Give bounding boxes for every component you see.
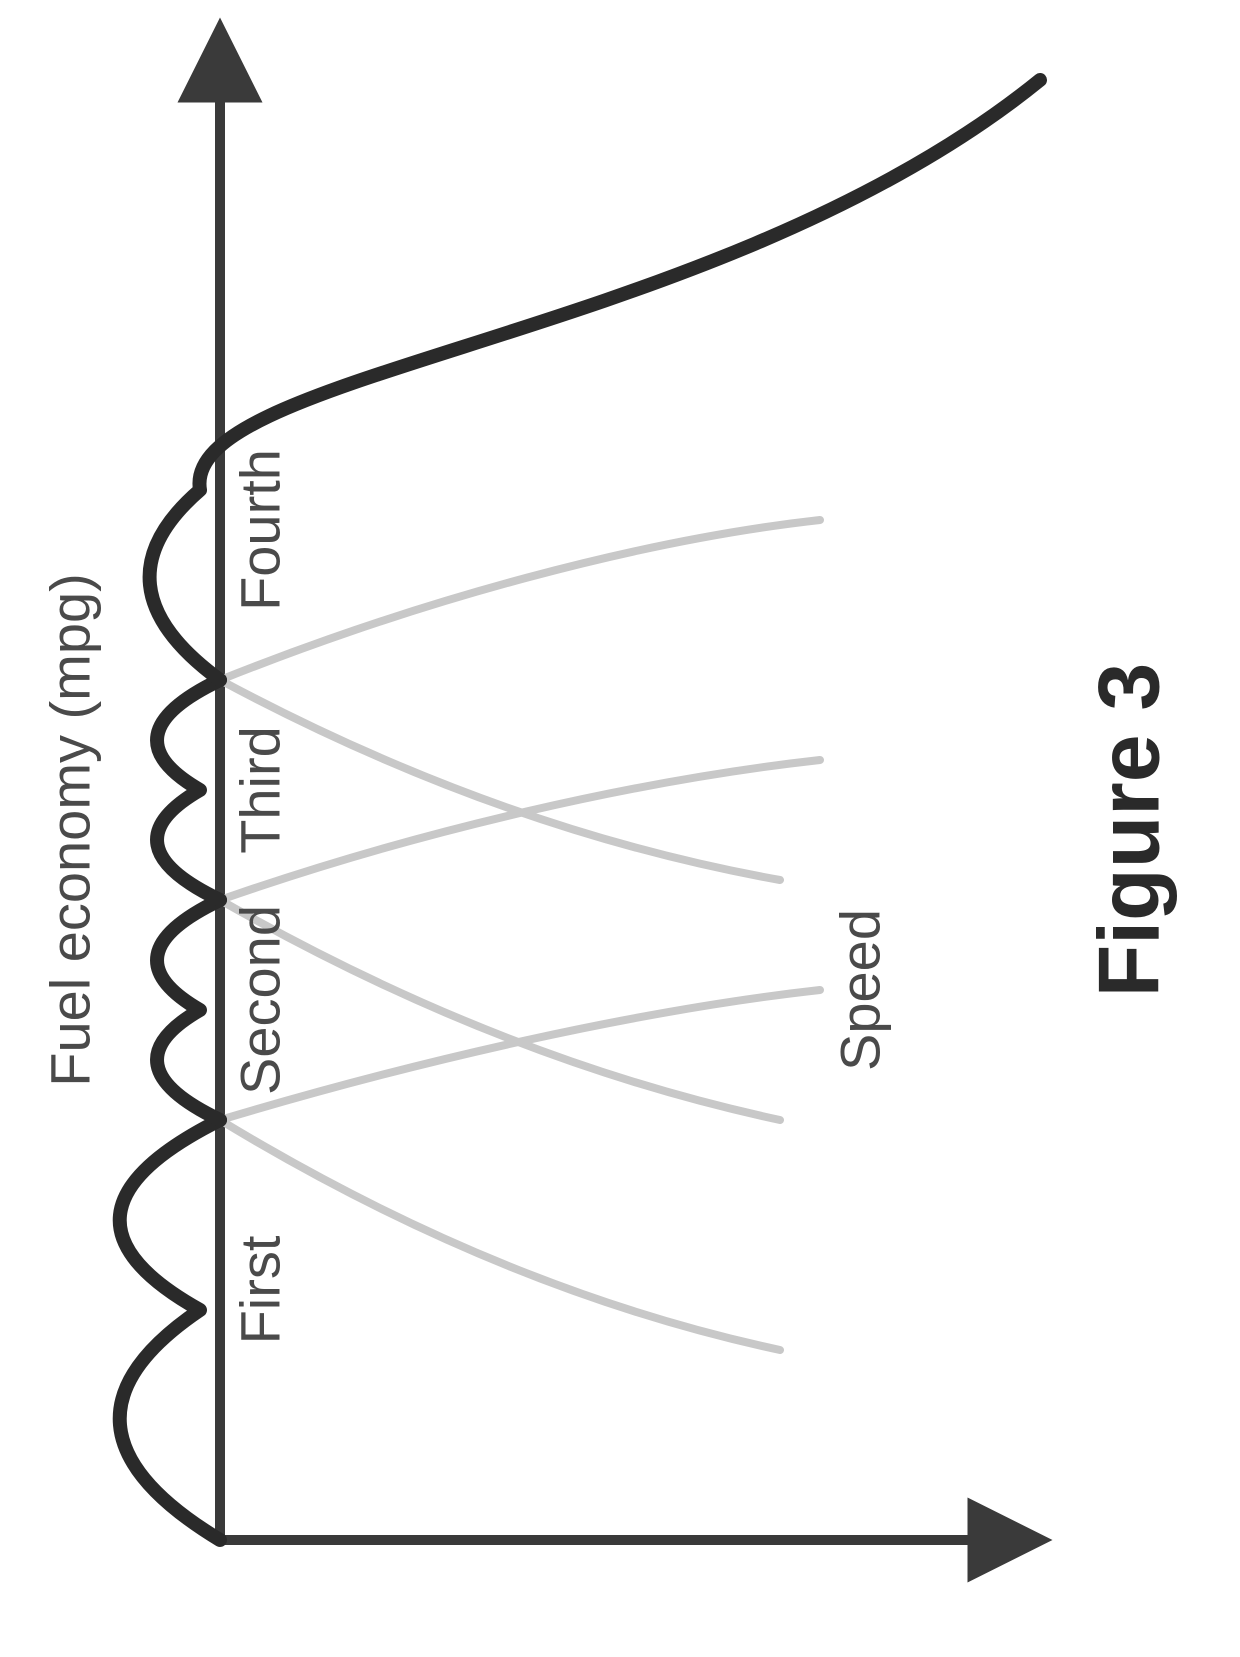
hidden-tail-third: [220, 520, 820, 680]
hidden-head-second: [220, 1120, 780, 1350]
hidden-tail-first: [220, 990, 820, 1120]
envelope-third: [157, 680, 220, 900]
hidden-curves: [220, 520, 820, 1350]
figure-stage: Fuel economy (mpg) Speed Figure 3 First …: [0, 0, 1240, 1657]
y-axis-label: Fuel economy (mpg): [38, 573, 103, 1087]
figure-caption: Figure 3: [1081, 663, 1180, 998]
plot-svg: [0, 0, 1240, 1657]
envelope-first: [120, 1120, 220, 1540]
x-axis-label: Speed: [828, 909, 893, 1071]
gear-label-third: Third: [228, 726, 293, 854]
hidden-tail-second: [220, 760, 820, 900]
gear-label-first: First: [228, 1236, 293, 1345]
envelope-second: [157, 900, 220, 1120]
gear-label-fourth: Fourth: [228, 449, 293, 611]
gear-label-second: Second: [228, 905, 293, 1095]
